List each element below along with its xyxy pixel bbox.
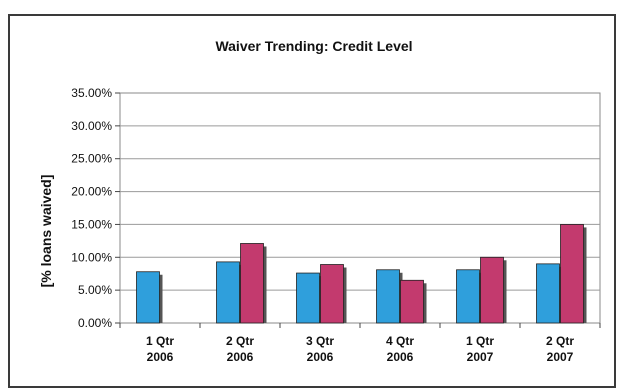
bar	[217, 262, 240, 323]
bar	[297, 273, 320, 323]
y-tick-label: 35.00%	[71, 86, 112, 100]
x-tick-label: 2006	[227, 350, 254, 364]
x-tick-label: 2006	[147, 350, 174, 364]
bar	[321, 265, 344, 323]
y-tick-label: 30.00%	[71, 119, 112, 133]
bar	[457, 270, 480, 323]
x-tick-label: 1 Qtr	[146, 334, 174, 348]
y-tick-label: 0.00%	[78, 316, 112, 330]
bar	[401, 280, 424, 323]
bar	[377, 270, 400, 323]
x-categories: 1 Qtr 2006 2 Qtr 2006 3 Qtr 2006 4 Qtr 2006 1 Qt…	[120, 323, 600, 364]
x-tick-label: 4 Qtr	[386, 334, 414, 348]
bar	[241, 243, 264, 323]
bar-chart: 0.00% 5.00% 10.00% 15.00% 20.00% 25.00% 30.00%…	[10, 16, 618, 390]
chart-frame: Waiver Trending: Credit Level [% loans w…	[8, 14, 616, 388]
x-tick-label: 2006	[387, 350, 414, 364]
x-tick-label: 2 Qtr	[226, 334, 254, 348]
plot-area	[120, 93, 600, 323]
x-tick-label: 2006	[307, 350, 334, 364]
bar	[537, 264, 560, 323]
bar	[137, 272, 160, 323]
y-tick-label: 5.00%	[78, 283, 112, 297]
y-tick-label: 10.00%	[71, 250, 112, 264]
y-tick-label: 20.00%	[71, 185, 112, 199]
x-tick-label: 2007	[467, 350, 494, 364]
x-tick-label: 3 Qtr	[306, 334, 334, 348]
x-tick-label: 1 Qtr	[466, 334, 494, 348]
y-ticks: 0.00% 5.00% 10.00% 15.00% 20.00% 25.00% 30.00%…	[71, 86, 120, 330]
y-tick-label: 15.00%	[71, 217, 112, 231]
bar	[561, 224, 584, 323]
bar	[481, 257, 504, 323]
y-tick-label: 25.00%	[71, 152, 112, 166]
x-tick-label: 2007	[547, 350, 574, 364]
x-tick-label: 2 Qtr	[546, 334, 574, 348]
